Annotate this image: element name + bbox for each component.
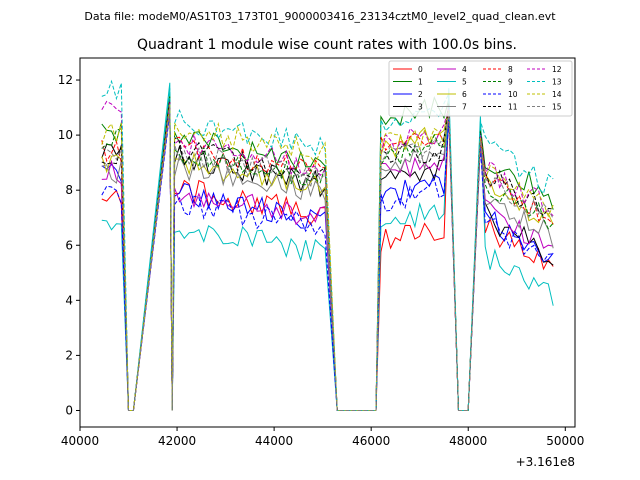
legend-label: 15 [552,103,562,112]
x-tick-label: 42000 [158,434,196,448]
legend-label: 2 [418,90,423,99]
series-line-5 [101,82,554,411]
legend-label: 12 [552,65,562,74]
series-line-1 [101,93,554,411]
legend-label: 6 [462,90,467,99]
x-tick-label: 44000 [255,434,293,448]
series-line-7 [101,107,554,411]
legend-label: 7 [462,103,467,112]
legend-label: 14 [552,90,562,99]
x-tick-label: 46000 [352,434,390,448]
legend-label: 0 [418,65,423,74]
plot-lines [101,79,554,411]
series-line-6 [101,102,554,411]
legend-label: 8 [508,65,513,74]
series-line-14 [101,104,554,411]
legend-box [388,60,573,117]
legend-label: 10 [508,90,518,99]
series-line-9 [101,96,554,411]
y-axis: 0 2 4 6 8 10 12 [58,73,80,417]
x-tick-label: 50000 [546,434,584,448]
series-line-15 [101,107,554,411]
x-tick-label: 48000 [449,434,487,448]
legend-label: 13 [552,78,562,87]
x-tick-label: 40000 [61,434,99,448]
y-tick-label: 10 [58,128,73,142]
series-line-4 [101,110,554,411]
y-tick-label: 2 [65,348,73,362]
series-line-12 [101,100,554,411]
y-tick-label: 8 [65,183,73,197]
legend-label: 11 [508,103,518,112]
x-offset-label: +3.161e8 [516,455,575,469]
series-line-10 [101,113,554,411]
legend-label: 4 [462,65,467,74]
series-line-2 [101,107,554,411]
legend-label: 5 [462,78,467,87]
y-tick-label: 12 [58,73,73,87]
series-line-13 [101,79,554,411]
x-axis: 40000 42000 44000 46000 48000 50000 [61,427,584,448]
y-tick-label: 0 [65,403,73,417]
axes-frame [79,57,576,428]
legend-label: 9 [508,78,513,87]
legend-label: 1 [418,78,423,87]
chart-title: Quadrant 1 module wise count rates with … [137,37,517,53]
data-file-header: Data file: modeM0/AS1T03_173T01_90000034… [84,10,556,23]
y-tick-label: 6 [65,238,73,252]
legend-label: 3 [418,103,423,112]
y-tick-label: 4 [65,293,73,307]
